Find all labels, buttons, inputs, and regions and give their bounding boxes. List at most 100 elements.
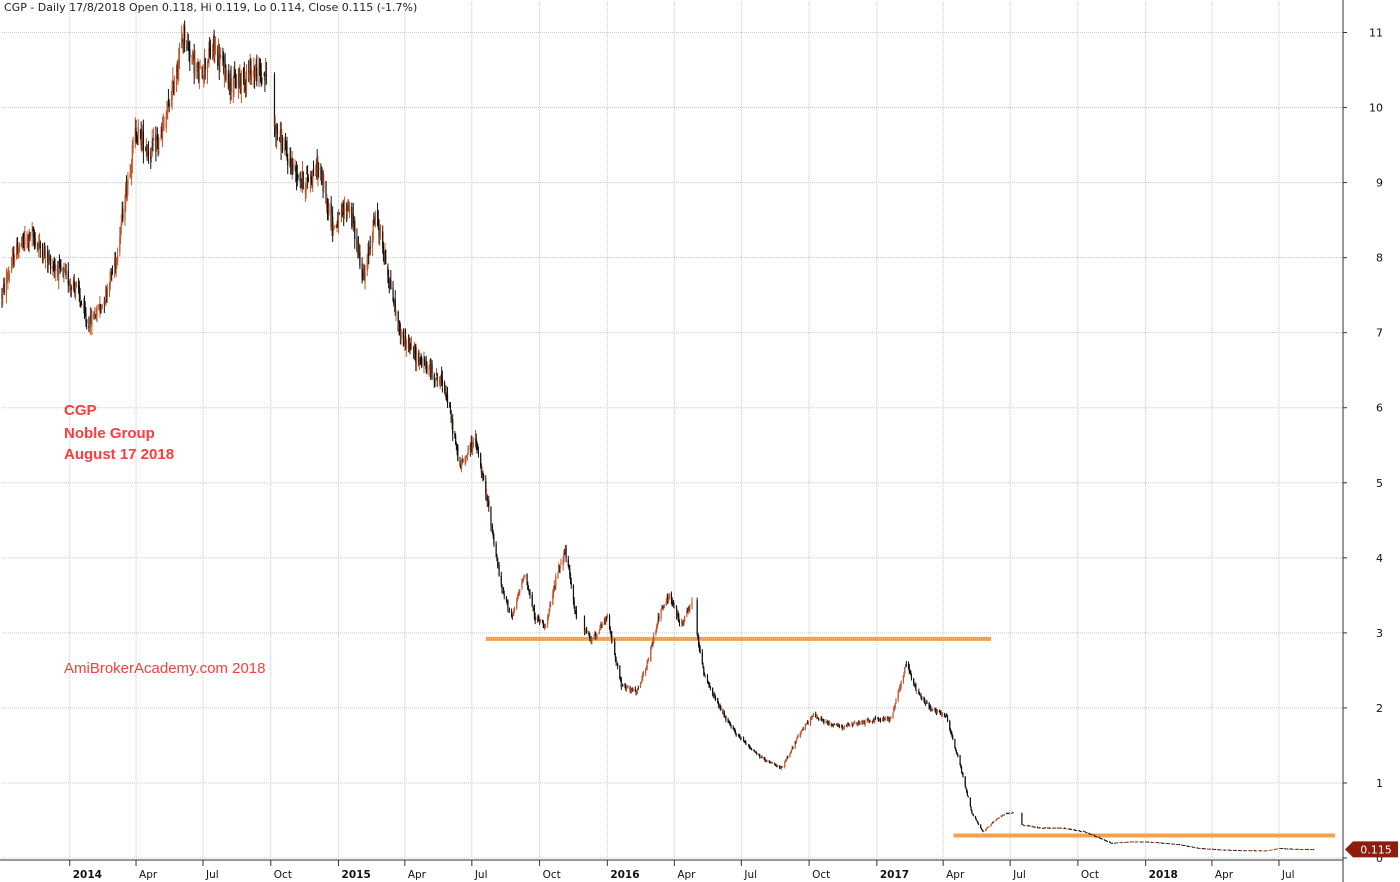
- candle-body: [1033, 826, 1035, 828]
- candle-body: [405, 340, 407, 349]
- candle-body: [676, 613, 678, 615]
- candle-body: [894, 704, 896, 707]
- candle-body: [16, 244, 19, 255]
- candle-body: [527, 588, 530, 592]
- candle-body: [1153, 842, 1155, 843]
- candle-body: [388, 282, 390, 284]
- candle-body: [549, 604, 551, 609]
- candle-body: [340, 208, 343, 213]
- candle-body: [52, 265, 55, 268]
- candle-body: [284, 148, 286, 152]
- candle-body: [859, 721, 861, 725]
- candle-body: [1279, 848, 1282, 849]
- candle-body: [1048, 827, 1050, 829]
- candle-body: [32, 230, 34, 232]
- candle-body: [285, 146, 287, 150]
- candle-body: [804, 724, 807, 730]
- candle-body: [1310, 849, 1312, 850]
- candle-body: [975, 818, 977, 821]
- candle-body: [279, 130, 281, 140]
- candle-body: [136, 135, 138, 141]
- candle-body: [675, 606, 678, 617]
- candle-body: [799, 732, 801, 737]
- candle-body: [312, 168, 315, 177]
- candle-body: [1290, 848, 1293, 850]
- candle-body: [425, 364, 427, 366]
- candle-body: [1282, 848, 1284, 849]
- candle-body: [1022, 824, 1024, 826]
- candle-body: [781, 766, 784, 768]
- y-tick-label: 10: [1369, 102, 1383, 115]
- candle-body: [239, 77, 241, 83]
- candle-body: [157, 142, 159, 145]
- candle-body: [390, 279, 392, 290]
- candle-body: [815, 714, 817, 718]
- candle-body: [253, 70, 256, 77]
- candle-body: [235, 86, 237, 88]
- candle-body: [605, 617, 608, 619]
- candle-body: [22, 236, 24, 245]
- candle-body: [599, 628, 601, 631]
- candle-body: [1304, 849, 1307, 850]
- candle-body: [83, 302, 86, 311]
- candle-body: [735, 734, 737, 736]
- candle-body: [1078, 830, 1080, 832]
- candle-body: [430, 365, 432, 378]
- candle-body: [941, 714, 943, 716]
- candle-body: [409, 342, 411, 351]
- candle-body: [660, 609, 662, 618]
- candle-body: [47, 255, 49, 265]
- candle-body: [3, 283, 5, 293]
- candle-body: [1173, 843, 1175, 845]
- candle-body: [1083, 831, 1086, 833]
- candle-body: [18, 247, 20, 250]
- x-tick-label: Apr: [139, 869, 158, 881]
- candle-body: [1054, 827, 1056, 829]
- candle-body: [879, 719, 882, 721]
- candle-body: [765, 760, 767, 762]
- candle-body: [645, 667, 647, 669]
- candle-body: [980, 824, 982, 828]
- candle-body: [809, 718, 812, 724]
- candle-body: [446, 394, 449, 404]
- candle-body: [1057, 827, 1059, 829]
- candle-body: [516, 597, 519, 601]
- candle-body: [707, 681, 709, 683]
- candle-body: [853, 722, 855, 724]
- candle-body: [519, 589, 521, 593]
- candle-body: [74, 287, 76, 293]
- candle-body: [673, 605, 675, 607]
- candle-body: [1047, 827, 1050, 829]
- candle-body: [1089, 834, 1092, 835]
- candle-body: [513, 610, 515, 613]
- candle-body: [765, 760, 767, 762]
- candle-body: [718, 706, 720, 708]
- candle-body: [544, 626, 546, 628]
- candle-body: [712, 692, 714, 696]
- candle-body: [1287, 848, 1289, 850]
- candle-body: [657, 616, 659, 625]
- candle-body: [1023, 825, 1025, 826]
- candle-body: [1305, 849, 1307, 850]
- candle-body: [1192, 846, 1194, 848]
- candle-body: [67, 270, 69, 285]
- candle-body: [823, 719, 825, 724]
- candle-body: [843, 725, 846, 728]
- candle-body: [732, 727, 734, 730]
- candle-body: [6, 279, 8, 280]
- candle-body: [2, 290, 4, 297]
- candle-body: [389, 282, 391, 286]
- candle-body: [991, 822, 994, 824]
- candle-body: [27, 238, 30, 243]
- candle-body: [116, 259, 118, 261]
- candle-body: [343, 207, 346, 211]
- candle-body: [616, 662, 618, 664]
- candle-body: [1198, 848, 1200, 849]
- candle-body: [1127, 841, 1129, 843]
- candle-body: [98, 303, 100, 310]
- candle-body: [663, 606, 665, 608]
- candle-body: [115, 258, 117, 268]
- candle-body: [1223, 849, 1226, 851]
- candle-body: [1240, 850, 1242, 852]
- candle-body: [109, 271, 111, 286]
